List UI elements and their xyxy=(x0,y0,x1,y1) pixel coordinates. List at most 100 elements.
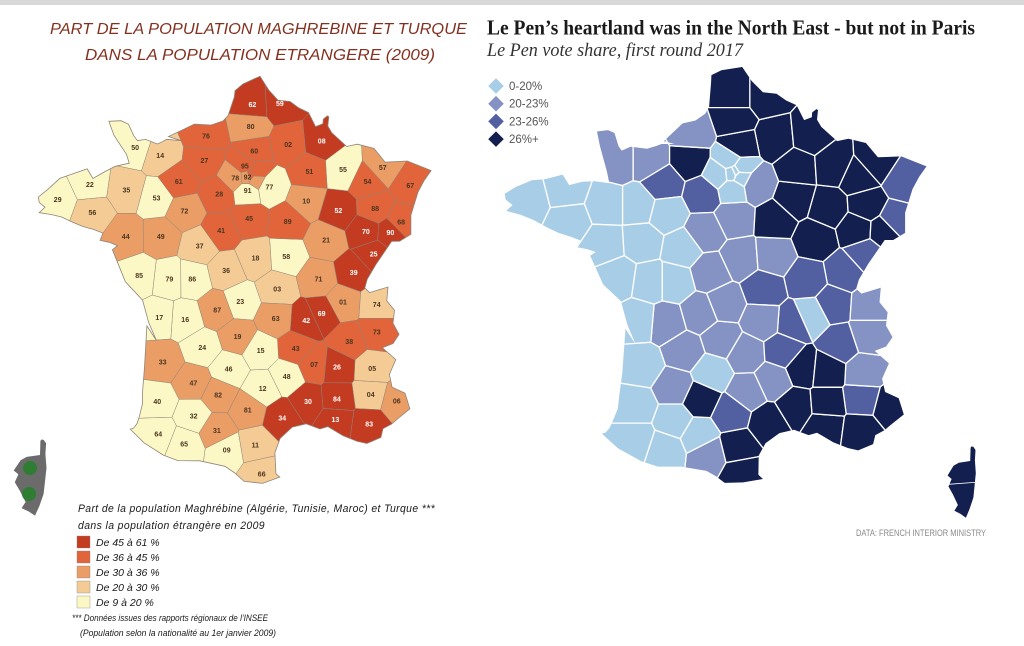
svg-text:40: 40 xyxy=(153,399,161,406)
svg-text:73: 73 xyxy=(373,330,381,337)
svg-text:47: 47 xyxy=(190,380,198,387)
svg-text:74: 74 xyxy=(373,302,381,309)
svg-text:53: 53 xyxy=(153,196,161,203)
svg-text:66: 66 xyxy=(258,472,266,479)
svg-text:28: 28 xyxy=(215,191,223,198)
svg-text:39: 39 xyxy=(350,270,358,277)
svg-text:Part de la population Maghrébi: Part de la population Maghrébine (Algéri… xyxy=(78,503,435,515)
svg-text:86: 86 xyxy=(188,276,196,283)
svg-text:01: 01 xyxy=(339,300,347,307)
svg-text:38: 38 xyxy=(345,339,353,346)
svg-text:De 9 à 20 %: De 9 à 20 % xyxy=(96,597,154,609)
svg-text:88: 88 xyxy=(371,206,379,213)
svg-text:77: 77 xyxy=(266,185,274,192)
svg-text:23-26%: 23-26% xyxy=(509,116,549,128)
svg-text:67: 67 xyxy=(406,183,414,190)
svg-text:58: 58 xyxy=(282,254,290,261)
svg-text:04: 04 xyxy=(367,392,375,399)
svg-text:De 30 à 36 %: De 30 à 36 % xyxy=(96,567,160,579)
svg-text:50: 50 xyxy=(131,145,139,152)
svg-text:69: 69 xyxy=(318,311,326,318)
svg-text:63: 63 xyxy=(272,316,280,323)
svg-text:03: 03 xyxy=(273,286,281,293)
svg-text:07: 07 xyxy=(310,362,318,369)
svg-text:05: 05 xyxy=(368,366,376,373)
svg-text:80: 80 xyxy=(247,124,255,131)
svg-text:34: 34 xyxy=(278,416,286,423)
svg-text:76: 76 xyxy=(202,134,210,141)
svg-text:36: 36 xyxy=(222,268,230,275)
svg-text:49: 49 xyxy=(157,234,165,241)
svg-text:51: 51 xyxy=(306,169,314,176)
svg-text:62: 62 xyxy=(249,102,257,109)
svg-text:65: 65 xyxy=(180,442,188,449)
svg-text:55: 55 xyxy=(339,167,347,174)
svg-text:95: 95 xyxy=(241,163,249,170)
svg-text:79: 79 xyxy=(166,277,174,284)
svg-text:64: 64 xyxy=(154,432,162,439)
svg-text:37: 37 xyxy=(196,244,204,251)
svg-text:42: 42 xyxy=(302,318,310,325)
svg-text:16: 16 xyxy=(181,317,189,324)
svg-text:81: 81 xyxy=(244,407,252,414)
svg-text:56: 56 xyxy=(89,210,97,217)
svg-text:59: 59 xyxy=(276,101,284,108)
svg-text:31: 31 xyxy=(213,428,221,435)
svg-text:DATA: FRENCH INTERIOR MINISTRY: DATA: FRENCH INTERIOR MINISTRY xyxy=(856,528,986,538)
svg-text:12: 12 xyxy=(259,386,267,393)
svg-text:23: 23 xyxy=(236,299,244,306)
svg-text:29: 29 xyxy=(54,197,62,204)
svg-text:52: 52 xyxy=(335,208,343,215)
svg-text:13: 13 xyxy=(332,417,340,424)
svg-text:14: 14 xyxy=(156,153,164,160)
svg-text:De 36 à 45 %: De 36 à 45 % xyxy=(96,552,160,564)
svg-text:89: 89 xyxy=(284,219,292,226)
svg-text:Le Pen’s heartland was in the: Le Pen’s heartland was in the North East… xyxy=(487,16,975,40)
svg-text:DANS LA POPULATION ETRANGERE (: DANS LA POPULATION ETRANGERE (2009) xyxy=(85,47,435,64)
svg-text:61: 61 xyxy=(175,179,183,186)
svg-text:09: 09 xyxy=(223,447,231,454)
svg-text:20-23%: 20-23% xyxy=(509,99,549,111)
svg-text:15: 15 xyxy=(257,348,265,355)
svg-text:41: 41 xyxy=(217,228,225,235)
svg-text:70: 70 xyxy=(362,229,370,236)
svg-text:43: 43 xyxy=(292,346,300,353)
svg-text:72: 72 xyxy=(181,208,189,215)
svg-text:30: 30 xyxy=(304,399,312,406)
svg-text:33: 33 xyxy=(159,360,167,367)
svg-text:25: 25 xyxy=(370,252,378,259)
svg-text:57: 57 xyxy=(379,165,387,172)
svg-text:92: 92 xyxy=(244,174,252,181)
svg-text:10: 10 xyxy=(302,199,310,206)
svg-text:48: 48 xyxy=(283,374,291,381)
svg-text:90: 90 xyxy=(387,230,395,237)
svg-text:24: 24 xyxy=(198,345,206,352)
svg-text:dans la population étrangère e: dans la population étrangère en 2009 xyxy=(78,520,265,532)
svg-text:De 20 à 30 %: De 20 à 30 % xyxy=(96,582,160,594)
svg-text:21: 21 xyxy=(322,238,330,245)
svg-text:60: 60 xyxy=(250,149,258,156)
svg-text:45: 45 xyxy=(245,216,253,223)
svg-text:71: 71 xyxy=(315,277,323,284)
svg-text:(Population selon la nationali: (Population selon la nationalité au 1er … xyxy=(80,628,276,638)
svg-text:26%+: 26%+ xyxy=(509,134,539,146)
svg-text:19: 19 xyxy=(234,334,242,341)
svg-text:91: 91 xyxy=(244,188,252,195)
svg-text:Le Pen vote share, first round: Le Pen vote share, first round 2017 xyxy=(486,40,744,61)
svg-text:84: 84 xyxy=(333,396,341,403)
svg-text:De 45 à 61 %: De 45 à 61 % xyxy=(96,537,160,549)
svg-text:17: 17 xyxy=(155,315,163,322)
svg-text:22: 22 xyxy=(86,182,94,189)
svg-text:82: 82 xyxy=(214,392,222,399)
svg-text:08: 08 xyxy=(318,139,326,146)
svg-text:26: 26 xyxy=(333,364,341,371)
svg-text:18: 18 xyxy=(252,256,260,263)
svg-text:83: 83 xyxy=(365,422,373,429)
svg-text:*** Données issues des rapport: *** Données issues des rapports régionau… xyxy=(72,613,269,623)
svg-text:32: 32 xyxy=(190,413,198,420)
svg-text:85: 85 xyxy=(135,273,143,280)
svg-text:02: 02 xyxy=(284,142,292,149)
svg-text:06: 06 xyxy=(393,399,401,406)
svg-text:11: 11 xyxy=(252,443,260,450)
svg-text:46: 46 xyxy=(225,367,233,374)
